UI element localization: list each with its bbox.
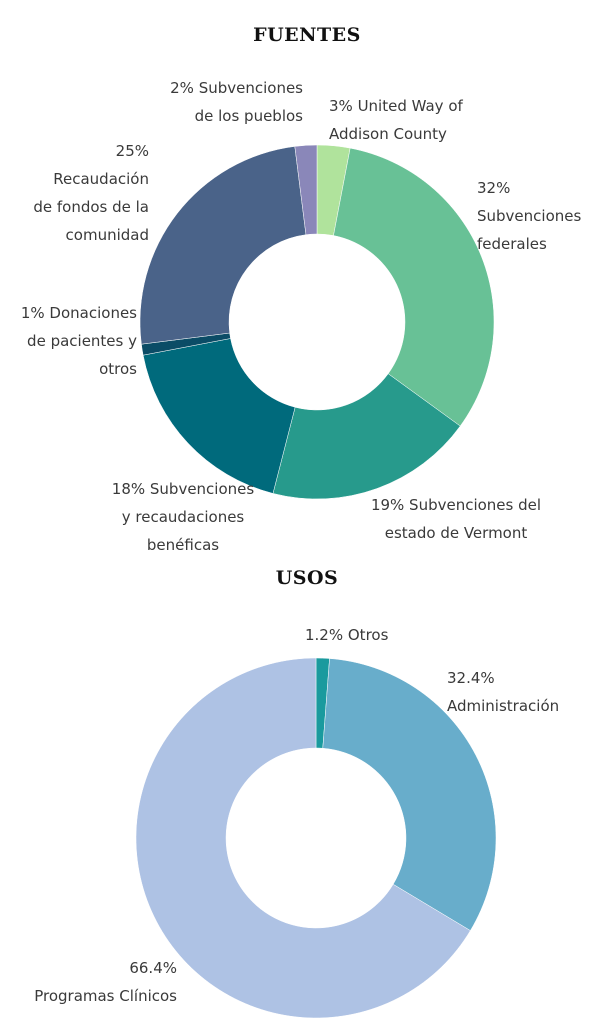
fuentes-label-donaciones: 1% Donaciones de pacientes y otros	[20, 304, 137, 378]
fuentes-chart-title: FUENTES	[253, 24, 361, 46]
fuentes-donut-chart	[139, 144, 495, 500]
fuentes-label-united-way: 3% United Way of Addison County	[329, 97, 463, 143]
fuentes-slice-32-subvenciones-federales	[333, 147, 495, 427]
usos-label-administracion: 32.4% Administración	[447, 669, 560, 715]
fuentes-label-estado-vermont: 19% Subvenciones del estado de Vermont	[370, 496, 542, 542]
usos-slice-32-4-administracion	[322, 658, 497, 931]
fuentes-slice-19-subvenciones-del-estado-de-vermont	[272, 373, 461, 500]
fuentes-label-comunidad: 25% Recaudación de fondos de la comunida…	[33, 142, 149, 244]
fuentes-slice-2-subvenciones-de-los-pueblos	[294, 144, 318, 235]
usos-slice-66-4-programas-clinicos	[135, 657, 471, 1019]
usos-chart-title: USOS	[275, 567, 339, 589]
fuentes-label-federales: 32% Subvenciones federales	[477, 179, 582, 253]
fuentes-slice-25-recaudacion-de-fondos-de-la-comunidad	[139, 146, 307, 345]
fuentes-label-beneficas: 18% Subvenciones y recaudaciones benéfic…	[111, 480, 255, 554]
usos-label-programas-clinicos: 66.4% Programas Clínicos	[34, 959, 177, 1005]
usos-label-otros: 1.2% Otros	[305, 626, 389, 644]
fuentes-label-pueblos: 2% Subvenciones de los pueblos	[170, 79, 303, 125]
fuentes-slice-18-subvenciones-y-recaudaciones-beneficas	[142, 338, 296, 494]
